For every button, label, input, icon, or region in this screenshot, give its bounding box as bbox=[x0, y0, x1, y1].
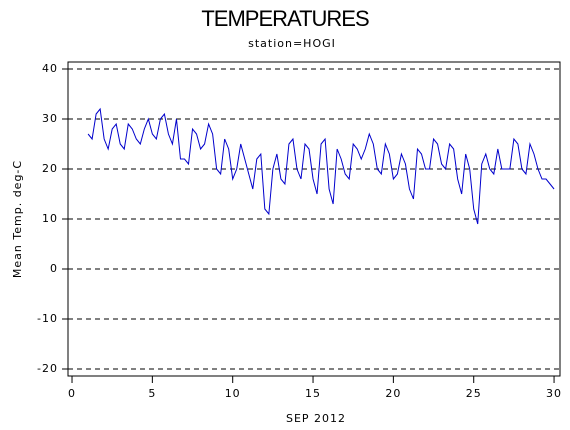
x-tick-label: 25 bbox=[466, 387, 482, 400]
y-tick-label: 40 bbox=[42, 62, 58, 75]
y-tick-label: 20 bbox=[42, 162, 58, 175]
chart-title: TEMPERATURES bbox=[201, 6, 369, 31]
y-tick-label: 0 bbox=[50, 262, 58, 275]
y-tick-label: 30 bbox=[42, 112, 58, 125]
x-tick-label: 0 bbox=[68, 387, 76, 400]
chart-subtitle: station=HOGI bbox=[248, 37, 336, 50]
x-tick-label: 30 bbox=[546, 387, 562, 400]
x-axis-label: SEP 2012 bbox=[286, 412, 346, 425]
y-tick-label: -20 bbox=[37, 362, 58, 375]
y-axis-label: Mean Temp. deg-C bbox=[11, 160, 24, 278]
x-tick-label: 10 bbox=[225, 387, 241, 400]
y-tick-label: 10 bbox=[42, 212, 58, 225]
x-tick-label: 15 bbox=[305, 387, 321, 400]
data-line bbox=[87, 107, 555, 225]
x-tick-label: 5 bbox=[148, 387, 156, 400]
x-tick-label: 20 bbox=[385, 387, 401, 400]
y-tick-label: -10 bbox=[37, 312, 58, 325]
